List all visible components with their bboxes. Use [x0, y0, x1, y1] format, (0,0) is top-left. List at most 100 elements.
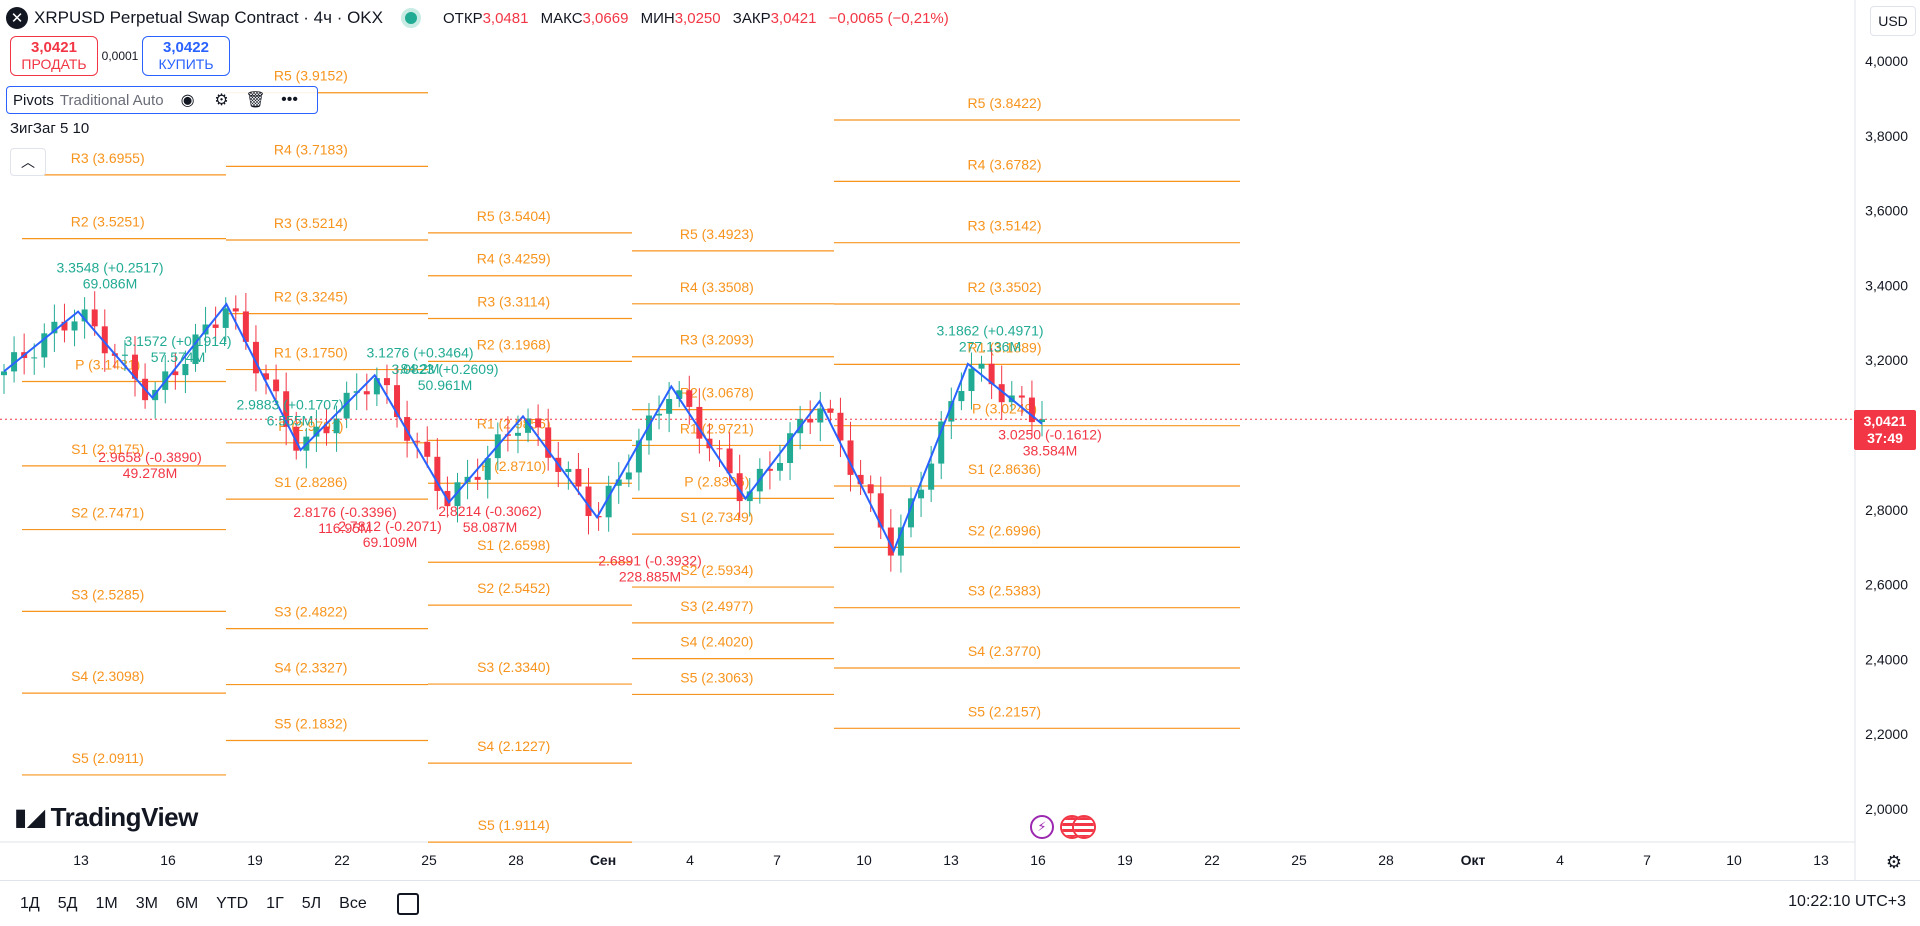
market-status-icon[interactable]: [401, 8, 421, 28]
tradingview-logo: ▮◢ TradingView: [14, 802, 198, 832]
zigzag-pivot-label: 3.1276 (+0.3464): [366, 344, 473, 360]
candle-body: [212, 324, 219, 328]
pivot-level-label: P (2.8710): [481, 458, 546, 474]
zigzag-pivot-label: 2.6891 (-0.3932): [598, 552, 702, 568]
period-5d[interactable]: 5Д: [57, 894, 78, 912]
pivot-level-label: P (3.1431): [75, 356, 140, 372]
candle-body: [585, 486, 592, 517]
lightning-event-icon[interactable]: ⚡: [1030, 815, 1054, 839]
pivot-level-label: S2 (2.5452): [477, 580, 550, 596]
candle-body: [575, 468, 582, 487]
candle-body: [726, 448, 733, 474]
zigzag-volume-label: 277.136M: [959, 338, 1021, 354]
symbol-title[interactable]: XRPUSD Perpetual Swap Contract · 4ч · OK…: [34, 8, 383, 27]
pivot-level-label: R4 (3.6782): [968, 156, 1042, 172]
y-tick-label: 2,6000: [1865, 577, 1908, 593]
settings-icon[interactable]: ⚙: [214, 92, 229, 109]
pivot-level-label: R3 (3.2093): [680, 332, 754, 348]
pivots-indicator-legend[interactable]: Pivots Traditional Auto ◉ ⚙ 🗑 •••: [6, 86, 318, 114]
axis-settings-icon[interactable]: ⚙: [1885, 852, 1902, 872]
price-chart[interactable]: 4,00003,80003,60003,40003,20003,00002,80…: [0, 0, 1920, 880]
zigzag-indicator-legend[interactable]: ЗигЗаг 5 10: [10, 120, 89, 137]
clock[interactable]: 10:22:10 UTC+3: [1788, 893, 1906, 910]
candle-body: [313, 426, 320, 437]
pivot-level-label: S1 (2.8286): [274, 474, 347, 490]
candle-body: [907, 498, 914, 528]
x-tick-label: Окт: [1461, 852, 1486, 868]
x-tick-label: 10: [856, 852, 872, 868]
candle-body: [514, 432, 521, 436]
chevron-up-icon: ︿: [21, 154, 35, 170]
pivot-level-label: S4 (2.3327): [274, 660, 347, 676]
last-price-tag: 3,0421 37:49: [1854, 410, 1916, 450]
period-all[interactable]: Все: [339, 894, 367, 912]
pivot-level-label: S1 (2.6598): [477, 537, 550, 553]
zigzag-pivot-label: 3.1862 (+0.4971): [936, 322, 1043, 338]
candle-body: [847, 440, 854, 475]
candle-body: [323, 426, 330, 434]
candle-body: [121, 354, 128, 356]
candle-body: [383, 378, 390, 386]
buy-button[interactable]: 3,0422 КУПИТЬ: [142, 36, 230, 76]
candle-body: [434, 456, 441, 491]
us-event-flag-icon-2[interactable]: [1072, 815, 1096, 839]
pivot-level-label: R5 (3.8422): [968, 95, 1042, 111]
currency-selector[interactable]: USD: [1870, 6, 1916, 36]
trash-icon[interactable]: 🗑: [245, 92, 266, 109]
candle-body: [736, 473, 743, 502]
candle-body: [81, 309, 88, 322]
candle-body: [948, 401, 955, 422]
candle-body: [91, 309, 98, 327]
candle-body: [696, 406, 703, 439]
x-tick-label: 25: [421, 852, 437, 868]
pivot-level-label: S2 (2.6996): [968, 522, 1041, 538]
x-tick-label: 28: [508, 852, 524, 868]
candle-body: [222, 308, 229, 328]
candle-body: [132, 354, 139, 379]
calendar-icon[interactable]: [396, 892, 419, 915]
period-1m[interactable]: 1М: [95, 894, 118, 912]
pivot-level-label: R2 (3.1968): [477, 336, 551, 352]
x-tick-label: 7: [1643, 852, 1651, 868]
candle-body: [766, 468, 773, 471]
more-icon[interactable]: •••: [281, 91, 298, 108]
period-ytd[interactable]: YTD: [216, 894, 249, 912]
candle-body: [827, 408, 834, 413]
zigzag-line: [3, 302, 1043, 554]
zigzag-volume-label: 38.584M: [1023, 443, 1077, 459]
candle-body: [454, 482, 461, 507]
candle-body: [41, 333, 48, 358]
candle-body: [676, 390, 683, 399]
candle-body: [837, 412, 844, 441]
zigzag-volume-label: 57.574M: [151, 349, 205, 365]
period-1d[interactable]: 1Д: [20, 894, 40, 912]
candle-body: [283, 391, 290, 427]
sell-button[interactable]: 3,0421 ПРОДАТЬ: [10, 36, 98, 76]
zigzag-pivot-label: 2.7812 (-0.2071): [338, 518, 442, 534]
candle-body: [424, 441, 431, 457]
collapse-legend-button[interactable]: ︿: [10, 148, 46, 176]
x-tick-label: 13: [1813, 852, 1829, 868]
period-1y[interactable]: 1Г: [266, 894, 284, 912]
candle-body: [242, 311, 249, 342]
x-tick-label: 13: [943, 852, 959, 868]
candle-body: [363, 391, 370, 395]
candle-body: [807, 418, 814, 423]
pivot-level-label: S3 (2.3340): [477, 659, 550, 675]
pivot-level-label: R1 (2.9721): [680, 420, 754, 436]
period-6m[interactable]: 6М: [175, 894, 199, 912]
candle-body: [11, 352, 18, 372]
candle-body: [625, 472, 632, 480]
x-tick-label: 16: [1030, 852, 1046, 868]
candle-body: [615, 479, 622, 486]
candle-countdown: 37:49: [1867, 430, 1903, 446]
bottom-toolbar: 1Д 5Д 1М 3М 6М YTD 1Г 5Л Все: [0, 880, 1920, 926]
candle-body: [373, 378, 380, 395]
eye-icon[interactable]: ◉: [180, 92, 195, 109]
candle-body: [232, 308, 239, 312]
pivot-level-label: R2 (3.3245): [274, 289, 348, 305]
zigzag-volume-label: 58.087M: [463, 519, 517, 535]
period-3m[interactable]: 3М: [135, 894, 158, 912]
period-5y[interactable]: 5Л: [301, 894, 322, 912]
zigzag-volume-label: 69.109M: [363, 534, 417, 550]
